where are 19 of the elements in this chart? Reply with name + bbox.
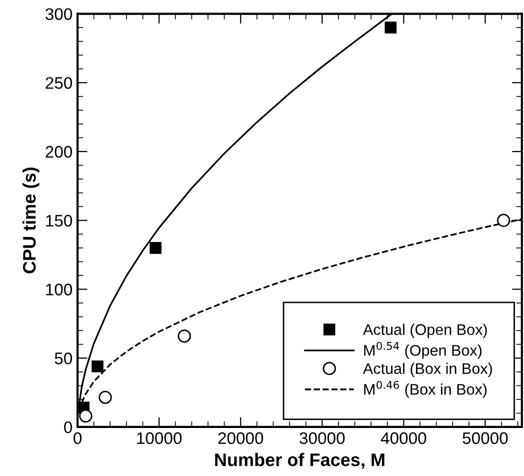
y-tick-label: 300 (46, 8, 72, 20)
legend-label: Actual (Open Box) (363, 324, 487, 338)
x-tick-label: 50000 (462, 432, 508, 444)
y-tick-label: 0 (64, 421, 72, 434)
x-axis-title: Number of Faces, M (215, 452, 384, 469)
y-tick-label: 250 (46, 77, 72, 89)
legend-label: M$^{0.54}$ (Open Box) (364, 342, 482, 359)
y-tick-label: 150 (46, 214, 72, 227)
x-tick-label: 30000 (300, 432, 345, 444)
x-tick-label: 40000 (380, 432, 426, 444)
legend-label: M$^{0.46}$ (Box in Box) (364, 380, 487, 398)
y-tick-label: 200 (46, 146, 72, 158)
y-axis-title: CPU time (s) (22, 168, 40, 274)
x-tick-label: 20000 (218, 432, 264, 444)
legend-label: Actual (Box in Box) (363, 362, 492, 378)
x-tick-label: 0 (74, 432, 82, 444)
y-tick-label: 50 (54, 352, 72, 364)
y-tick-label: 100 (46, 284, 72, 296)
x-tick-label: 10000 (137, 432, 182, 444)
